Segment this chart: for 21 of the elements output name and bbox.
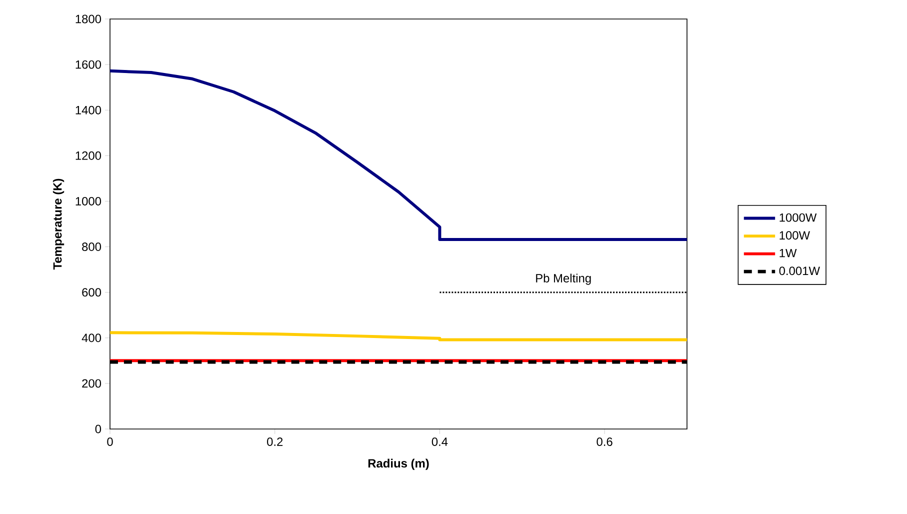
y-axis-title: Temperature (K): [52, 178, 64, 270]
y-tick-label: 200: [82, 379, 102, 388]
legend-label: 0.001W: [779, 266, 820, 276]
y-tick-label: 800: [82, 242, 102, 251]
y-tick-label: 0: [95, 424, 102, 434]
y-tick-label: 1200: [76, 151, 102, 160]
y-tick-label: 400: [82, 334, 102, 342]
x-tick-label: 0: [107, 438, 113, 446]
y-tick-label: 1400: [76, 106, 102, 114]
y-tick-label: 1000: [76, 196, 102, 206]
x-axis-title: Radius (m): [368, 458, 429, 470]
annotation: Pb Melting: [536, 274, 591, 285]
y-tick-label: 1600: [76, 60, 102, 69]
legend-label: 1000W: [780, 213, 817, 222]
legend-label: 100W: [780, 231, 810, 240]
legend-label: 1W: [780, 248, 797, 258]
x-tick-label: 0.2: [267, 438, 283, 446]
y-tick-label: 1800: [76, 14, 102, 24]
x-tick-label: 0.4: [432, 438, 448, 446]
y-tick-label: 600: [82, 288, 102, 297]
x-tick-label: 0.6: [596, 438, 612, 446]
